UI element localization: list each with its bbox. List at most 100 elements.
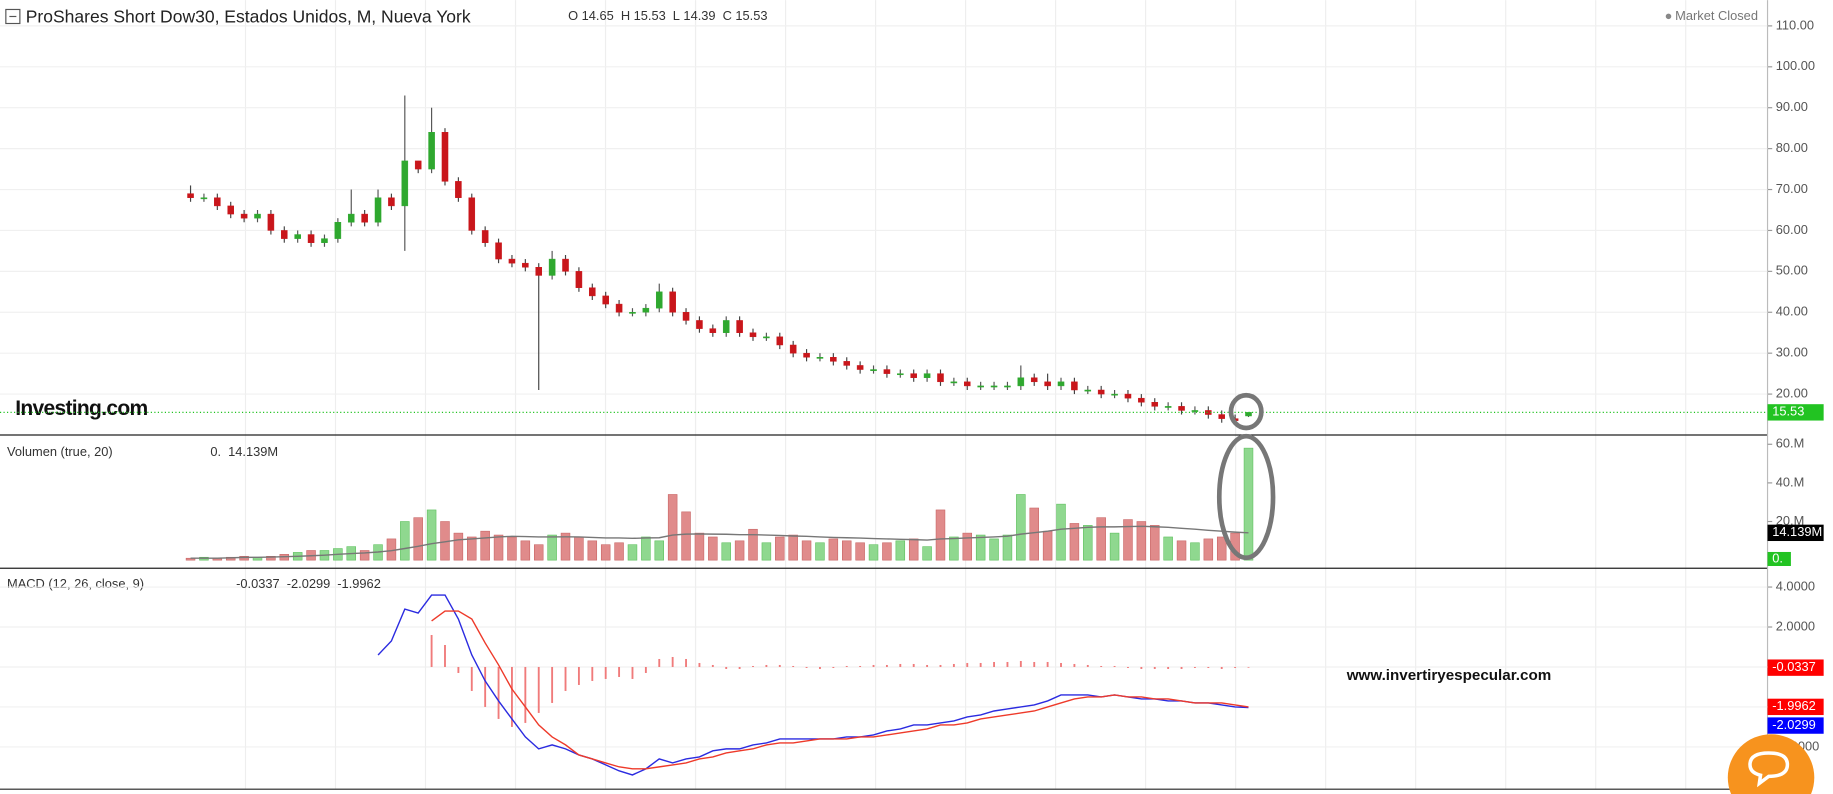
candle-body xyxy=(763,336,770,339)
volume-title: Volumen (true, 20) xyxy=(7,444,113,459)
volume-bar xyxy=(400,521,410,561)
volume-bar xyxy=(185,557,196,561)
candle-body xyxy=(602,295,609,305)
histogram-bar xyxy=(1019,660,1022,667)
ohlc-value: 15.53 xyxy=(735,8,767,23)
candle-body xyxy=(1205,410,1212,415)
candle-body xyxy=(468,197,476,231)
candle-body xyxy=(977,385,984,388)
volume-bar xyxy=(801,540,812,561)
histogram-bar xyxy=(1100,665,1103,667)
candle-body xyxy=(1004,385,1011,388)
histogram-bar xyxy=(1234,666,1237,668)
candle-body xyxy=(428,132,435,170)
macd-title: MACD (12, 26, close, 9) xyxy=(7,576,144,591)
candle-body xyxy=(307,234,315,243)
histogram-bar xyxy=(979,662,982,667)
volume-bar xyxy=(1123,519,1133,561)
histogram-bar xyxy=(872,664,875,667)
volume-bar xyxy=(694,532,705,561)
volume-bar xyxy=(949,536,959,561)
ohlc-value: 14.65 xyxy=(582,8,614,23)
candle-body xyxy=(321,238,328,243)
y-tick-label: 20.00 xyxy=(1776,385,1808,400)
histogram-bar xyxy=(685,658,687,667)
volume-bar xyxy=(641,536,651,561)
y-tick-label: 50.00 xyxy=(1776,263,1808,278)
candle-body xyxy=(910,373,917,378)
candle-body xyxy=(1030,377,1038,383)
histogram-bar xyxy=(792,665,795,667)
candle-body xyxy=(347,213,355,223)
candle-body xyxy=(789,344,797,354)
candle-body xyxy=(575,271,583,288)
y-tick-label: 90.00 xyxy=(1776,99,1808,114)
candle-body xyxy=(334,222,342,239)
candle-body xyxy=(388,197,395,207)
candle-body xyxy=(227,205,234,215)
collapse-button[interactable] xyxy=(5,8,21,25)
volume-bar xyxy=(775,536,785,561)
candle-body xyxy=(897,373,904,376)
histogram-bar xyxy=(1167,666,1170,669)
candle-body xyxy=(749,332,757,338)
volume-bar xyxy=(1083,525,1093,561)
volume-bar xyxy=(1136,521,1147,561)
volume-bar xyxy=(453,532,464,561)
volume-bar xyxy=(1150,525,1160,561)
histogram-bar xyxy=(1073,663,1076,667)
histogram-bar xyxy=(444,644,446,667)
value-box xyxy=(1767,524,1824,542)
candle-body xyxy=(1057,381,1065,387)
volume-bar xyxy=(708,536,718,561)
chat-button[interactable] xyxy=(1727,734,1815,794)
candle-body xyxy=(1071,381,1078,391)
histogram-bar xyxy=(738,666,741,669)
volume-bar xyxy=(1176,540,1187,561)
candle-body xyxy=(254,213,261,219)
volume-average-line xyxy=(190,525,1249,559)
candle-body xyxy=(856,365,864,370)
candle-body xyxy=(1218,414,1225,419)
histogram-bar xyxy=(524,666,527,723)
candle-body xyxy=(1124,393,1132,399)
volume-bar xyxy=(1029,507,1039,561)
histogram-bar xyxy=(1193,666,1196,668)
histogram-bar xyxy=(511,666,513,727)
value-box xyxy=(1767,404,1824,421)
y-tick-label: 110.00 xyxy=(1776,17,1814,32)
chart-title: ProShares Short Dow30, Estados Unidos, M… xyxy=(26,6,471,26)
volume-bar xyxy=(855,542,865,561)
ohlc-label: H xyxy=(621,8,630,23)
volume-bar xyxy=(600,544,611,561)
candle-body xyxy=(401,160,409,207)
chat-icon xyxy=(1748,751,1790,788)
y-tick-label: 40.M xyxy=(1776,474,1805,489)
candle-body xyxy=(963,381,971,387)
histogram-bar xyxy=(1006,661,1009,667)
candle-body xyxy=(722,320,730,333)
macd-value: -0.0337 xyxy=(236,576,280,591)
candle-body xyxy=(830,357,837,362)
histogram-bar xyxy=(631,666,634,679)
candle-body xyxy=(843,361,851,366)
volume-bar xyxy=(614,542,624,561)
candle-body xyxy=(1138,397,1145,403)
histogram-bar xyxy=(1127,666,1129,668)
volume-bar xyxy=(1243,447,1254,561)
volume-bar xyxy=(721,542,731,561)
histogram-bar xyxy=(952,663,955,667)
histogram-bar xyxy=(765,664,768,667)
volume-bar xyxy=(1096,517,1106,561)
candle-body xyxy=(803,352,810,358)
y-tick-label: 70.00 xyxy=(1776,181,1808,196)
y-tick-label: 4.0000 xyxy=(1776,578,1815,593)
volume-bar xyxy=(748,528,758,561)
histogram-bar xyxy=(1113,665,1116,667)
histogram-bar xyxy=(939,664,942,667)
volume-bar xyxy=(520,540,531,561)
volume-bar xyxy=(882,542,892,561)
volume-bar xyxy=(761,542,772,561)
candle-body xyxy=(629,312,636,314)
